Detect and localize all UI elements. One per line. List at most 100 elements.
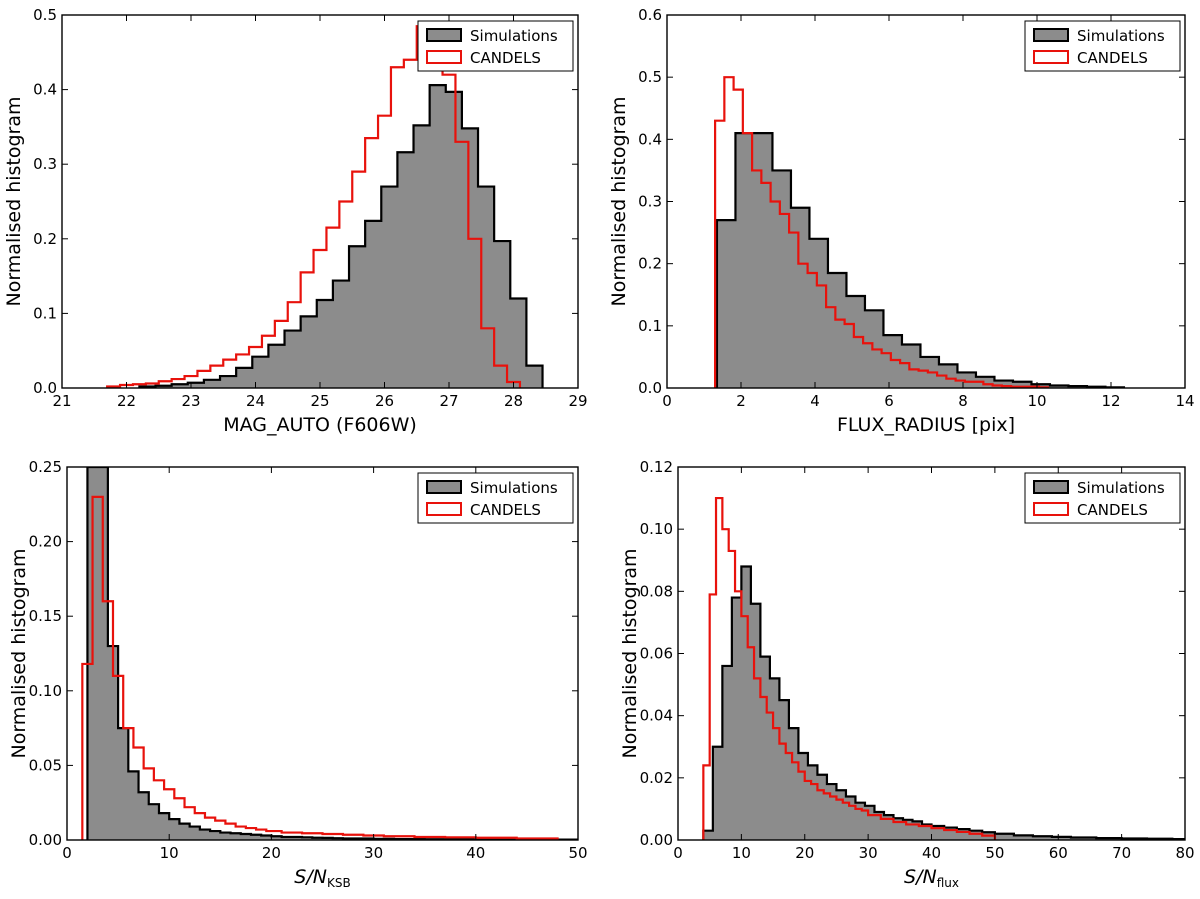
y-axis-label: Normalised histogram bbox=[8, 548, 30, 758]
legend-simulations-label: Simulations bbox=[470, 479, 558, 497]
simulations-bin bbox=[365, 221, 381, 388]
x-tick-label: 8 bbox=[958, 392, 968, 410]
simulations-bin bbox=[828, 273, 847, 388]
y-tick-label: 0.05 bbox=[29, 756, 62, 774]
x-tick-label: 80 bbox=[1175, 844, 1194, 862]
simulations-bin bbox=[732, 598, 742, 840]
x-tick-label: 10 bbox=[732, 844, 751, 862]
simulations-fill bbox=[139, 85, 543, 388]
simulations-bin bbox=[751, 604, 761, 840]
legend-simulations-swatch bbox=[426, 28, 462, 42]
x-tick-label: 12 bbox=[1101, 392, 1120, 410]
legend-candels-label: CANDELS bbox=[1077, 49, 1148, 67]
y-tick-label: 0.0 bbox=[638, 379, 662, 397]
x-axis-label-subscript: flux bbox=[937, 876, 959, 890]
x-tick-label: 10 bbox=[160, 844, 179, 862]
y-tick-label: 0.5 bbox=[638, 68, 662, 86]
x-axis-label: FLUX_RADIUS [pix] bbox=[837, 414, 1015, 436]
legend-simulations-label: Simulations bbox=[1077, 27, 1165, 45]
x-tick-label: 30 bbox=[364, 844, 383, 862]
x-tick-label: 26 bbox=[375, 392, 394, 410]
x-tick-label: 50 bbox=[985, 844, 1004, 862]
simulations-bin bbox=[118, 728, 128, 840]
candels-step-line bbox=[702, 496, 996, 840]
y-tick-label: 0.2 bbox=[33, 230, 57, 248]
y-tick-label: 0.6 bbox=[638, 6, 662, 24]
x-tick-label: 10 bbox=[1027, 392, 1046, 410]
simulations-bin bbox=[703, 831, 713, 840]
simulations-fill bbox=[716, 133, 1124, 388]
simulations-fill bbox=[87, 467, 578, 840]
y-tick-label: 0.1 bbox=[33, 304, 57, 322]
y-tick-label: 0.08 bbox=[640, 582, 673, 600]
x-tick-label: 40 bbox=[922, 844, 941, 862]
legend-candels-label: CANDELS bbox=[1077, 501, 1148, 519]
simulations-bin bbox=[713, 747, 723, 840]
legend: Simulations CANDELS bbox=[1024, 472, 1181, 524]
legend: Simulations CANDELS bbox=[417, 472, 574, 524]
simulations-bin bbox=[510, 298, 526, 388]
simulations-bin bbox=[285, 331, 301, 388]
legend-candels-swatch bbox=[1033, 50, 1069, 64]
simulations-bin bbox=[741, 566, 751, 840]
x-tick-label: 0 bbox=[662, 392, 672, 410]
y-tick-label: 0.0 bbox=[33, 379, 57, 397]
legend-candels-label: CANDELS bbox=[470, 49, 541, 67]
legend: Simulations CANDELS bbox=[417, 20, 574, 72]
legend: Simulations CANDELS bbox=[1024, 20, 1181, 72]
simulations-bin bbox=[902, 344, 921, 388]
y-tick-label: 0.1 bbox=[638, 317, 662, 335]
y-tick-label: 0.15 bbox=[29, 607, 62, 625]
panel-snflux: 0 10 20 30 40 50 60 70 80 0.00 0.02 0.04 0.06 0.08 0.1… bbox=[619, 458, 1195, 890]
panel-mag: 21 22 23 24 25 26 27 28 29 0.0 0.1 0.2 0.3 0.4 0.5 MAG_… bbox=[3, 6, 588, 436]
y-tick-label: 0.10 bbox=[29, 682, 62, 700]
x-tick-label: 0 bbox=[673, 844, 683, 862]
y-tick-label: 0.10 bbox=[640, 520, 673, 538]
simulations-bin bbox=[817, 775, 827, 840]
y-tick-label: 0.3 bbox=[33, 155, 57, 173]
x-tick-label: 27 bbox=[439, 392, 458, 410]
x-tick-label: 25 bbox=[310, 392, 329, 410]
plot-area bbox=[702, 496, 1185, 840]
x-tick-label: 21 bbox=[52, 392, 71, 410]
simulations-bin bbox=[301, 316, 317, 388]
simulations-bin bbox=[526, 366, 542, 388]
simulations-bin bbox=[179, 824, 189, 840]
simulations-bin bbox=[200, 830, 210, 840]
x-tick-label: 14 bbox=[1175, 392, 1194, 410]
legend-simulations-swatch bbox=[426, 480, 462, 494]
simulations-bin bbox=[779, 700, 789, 840]
axes-frame bbox=[66, 466, 579, 841]
simulations-bin bbox=[446, 92, 462, 388]
x-tick-label: 40 bbox=[466, 844, 485, 862]
x-tick-label: 22 bbox=[117, 392, 136, 410]
panel-radius: 0 2 4 6 8 10 12 14 0.0 0.1 0.2 0.3 0.4 0.5 0.6 FLUX_RAD… bbox=[608, 6, 1195, 436]
legend-simulations-swatch bbox=[1033, 480, 1069, 494]
simulations-bin bbox=[836, 790, 846, 840]
simulations-bin bbox=[381, 187, 397, 388]
simulations-bin bbox=[210, 831, 220, 840]
simulations-bin bbox=[462, 128, 478, 388]
simulations-bin bbox=[970, 831, 983, 840]
x-tick-label: 60 bbox=[1049, 844, 1068, 862]
simulations-bin bbox=[236, 368, 252, 388]
simulations-bin bbox=[414, 125, 430, 388]
simulations-bin bbox=[169, 819, 179, 840]
x-tick-label: 0 bbox=[62, 844, 72, 862]
legend-simulations-label: Simulations bbox=[470, 27, 558, 45]
y-tick-label: 0.02 bbox=[640, 769, 673, 787]
simulations-bin bbox=[190, 827, 200, 840]
x-tick-label: 20 bbox=[262, 844, 281, 862]
simulations-bin bbox=[798, 753, 808, 840]
legend-candels-swatch bbox=[426, 50, 462, 64]
simulations-bin bbox=[789, 728, 799, 840]
y-tick-label: 0.4 bbox=[638, 130, 662, 148]
simulations-outline bbox=[715, 132, 1126, 388]
plot-area bbox=[714, 76, 1126, 388]
panel-snksb: 0 10 20 30 40 500.000.050.100.150.200.25S/NKS… bbox=[8, 458, 588, 890]
simulations-outline bbox=[702, 565, 1185, 840]
legend-simulations-swatch bbox=[1033, 28, 1069, 42]
simulations-bin bbox=[430, 85, 446, 388]
